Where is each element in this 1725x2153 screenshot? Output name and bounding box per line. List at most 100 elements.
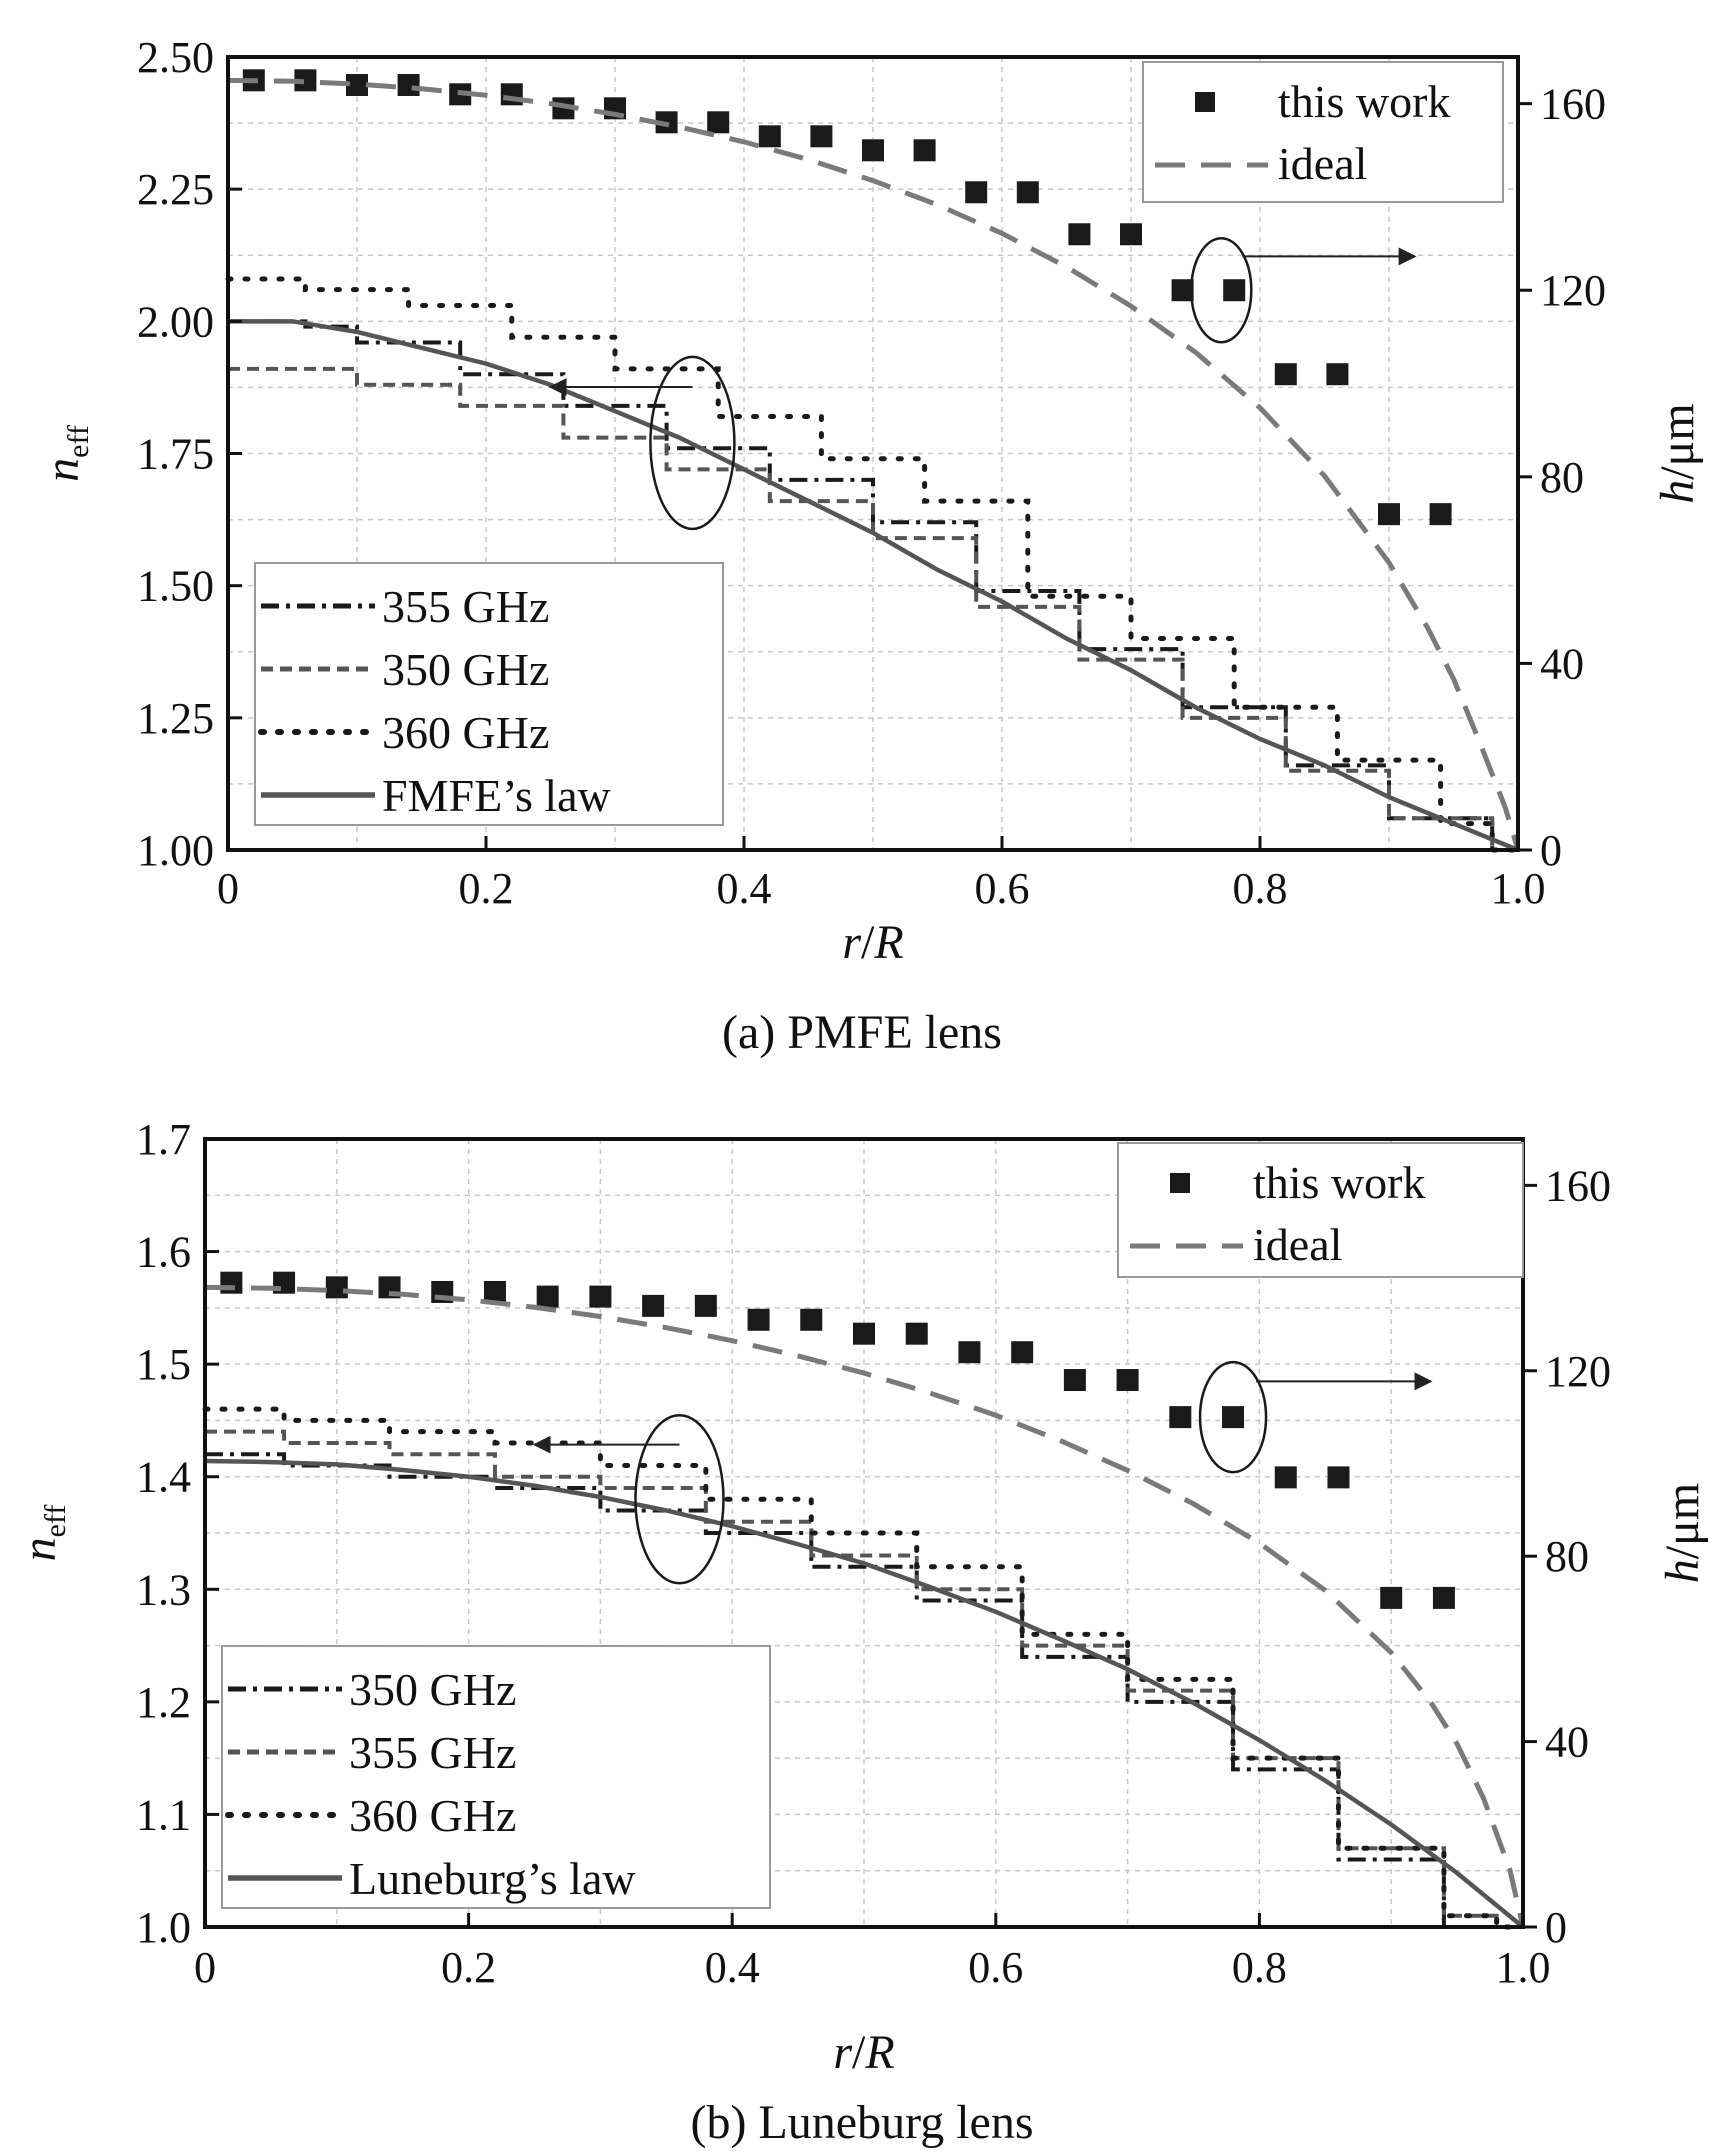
y-left-tick-label: 1.4	[136, 1453, 191, 1502]
x-tick-label: 0.6	[975, 864, 1030, 913]
marker-this-work	[1016, 181, 1039, 204]
marker-this-work	[294, 69, 317, 92]
y-left-tick-label: 2.50	[137, 33, 214, 82]
marker-this-work	[800, 1308, 823, 1331]
marker-this-work	[1222, 1406, 1245, 1429]
marker-this-work	[1380, 1586, 1403, 1609]
y-left-tick-label: 1.6	[136, 1228, 191, 1277]
marker-this-work	[1432, 1586, 1455, 1609]
y-left-tick-label: 1.1	[136, 1790, 191, 1839]
legend-label: 355 GHz	[349, 1727, 516, 1778]
x-axis-label: r/R	[842, 916, 903, 969]
marker-this-work	[536, 1285, 559, 1308]
y-right-tick-label: 40	[1540, 639, 1584, 688]
marker-this-work	[758, 125, 781, 148]
marker-this-work	[853, 1322, 875, 1345]
marker-this-work	[905, 1322, 928, 1345]
y-left-tick-label: 1.25	[137, 694, 214, 743]
marker-this-work	[1116, 1369, 1139, 1392]
marker-this-work	[1274, 363, 1297, 386]
marker-this-work	[1274, 1466, 1297, 1489]
plot-frame	[203, 1137, 1525, 1929]
y-left-tick-label: 1.5	[136, 1340, 191, 1389]
y-left-tick-label: 1.3	[136, 1565, 191, 1614]
legend-label: this work	[1278, 76, 1451, 127]
marker-this-work	[1169, 1406, 1192, 1429]
y-right-tick-label: 120	[1545, 1347, 1611, 1396]
y-left-tick-label: 1.75	[137, 430, 214, 479]
annotation-ellipse	[649, 355, 736, 531]
series-line-ideal	[204, 1284, 1526, 1928]
marker-this-work	[1378, 503, 1400, 526]
marker-this-work	[1120, 223, 1142, 246]
legend-label: ideal	[1278, 138, 1367, 189]
y-left-tick-label: 1.2	[136, 1678, 191, 1727]
marker-this-work	[589, 1285, 612, 1308]
legend-label: 360 GHz	[349, 1790, 516, 1841]
y-right-tick-label: 120	[1540, 266, 1606, 315]
y-axis-label-left: neff	[13, 1505, 72, 1562]
marker-this-work	[220, 1271, 243, 1294]
series-line-350-ghz	[205, 1452, 1523, 1929]
series-line-luneburg-s-law	[204, 1458, 1525, 1929]
marker-this-work	[1011, 1341, 1034, 1364]
y-left-tick-label: 1.50	[137, 562, 214, 611]
legend-label: 350 GHz	[349, 1664, 516, 1715]
panel-caption: (a) PMFE lens	[722, 1006, 1002, 1059]
legend-label: this work	[1253, 1157, 1426, 1208]
legend-box-right-axis	[1117, 1142, 1524, 1278]
legend-label: ideal	[1253, 1219, 1342, 1270]
marker-this-work	[1068, 223, 1091, 246]
annotation-ellipse	[634, 1413, 725, 1585]
marker-this-work	[694, 1294, 717, 1317]
x-tick-label: 0.8	[1233, 864, 1288, 913]
panel-caption: (b) Luneburg lens	[690, 2096, 1033, 2149]
y-left-tick-label: 1.7	[136, 1115, 191, 1164]
x-tick-label: 0.6	[968, 1943, 1023, 1992]
marker-this-work	[397, 73, 420, 96]
series-line-ideal	[227, 77, 1521, 851]
x-tick-label: 0.8	[1232, 1943, 1287, 1992]
y-right-tick-label: 80	[1540, 453, 1584, 502]
y-axis-label-left: neff	[36, 425, 95, 482]
y-right-tick-label: 80	[1545, 1532, 1589, 1581]
marker-this-work	[1327, 1466, 1350, 1489]
y-right-tick-label: 0	[1540, 826, 1562, 875]
marker-this-work	[1171, 279, 1194, 302]
legend-marker-this-work	[1195, 92, 1215, 112]
x-tick-label: 0	[194, 1943, 216, 1992]
marker-this-work	[1429, 503, 1452, 526]
marker-this-work	[1223, 279, 1246, 302]
legend-label: Luneburg’s law	[349, 1853, 636, 1904]
y-left-tick-label: 2.25	[137, 165, 214, 214]
y-right-tick-label: 0	[1545, 1903, 1567, 1952]
legend-box-right-axis	[1142, 61, 1504, 203]
marker-this-work	[642, 1294, 665, 1317]
series-line-360-ghz	[225, 276, 1521, 853]
marker-this-work	[346, 73, 368, 96]
legend-label: 360 GHz	[382, 707, 549, 758]
chart-panel-a: 0 0.2 0.4 0.6 0.8 1.0 1.00 1.25 1.50 1.75 2.00 2.25…	[36, 33, 1704, 1059]
y-right-tick-label: 40	[1545, 1718, 1589, 1767]
x-tick-label: 0.4	[717, 864, 772, 913]
y-axis-label-right: h/μm	[1651, 403, 1704, 503]
marker-this-work	[1063, 1369, 1086, 1392]
annotation-ellipse	[1190, 236, 1253, 344]
marker-this-work	[325, 1276, 348, 1299]
y-right-tick-label: 160	[1540, 80, 1606, 129]
x-tick-label: 0	[217, 864, 239, 913]
x-tick-label: 0.4	[705, 1943, 760, 1992]
marker-this-work	[958, 1341, 981, 1364]
legend-label: 355 GHz	[382, 581, 549, 632]
series-line-355-ghz	[228, 319, 1518, 852]
x-tick-label: 1.0	[1496, 1943, 1551, 1992]
series-line-350-ghz	[228, 366, 1518, 852]
annotation-ellipse	[1198, 1360, 1268, 1474]
y-axis-label-right: h/μm	[1656, 1483, 1709, 1583]
y-left-tick-label: 1.0	[136, 1903, 191, 1952]
marker-this-work	[862, 139, 884, 162]
marker-this-work	[1326, 363, 1349, 386]
marker-this-work	[810, 125, 833, 148]
x-tick-label: 0.2	[441, 1943, 496, 1992]
